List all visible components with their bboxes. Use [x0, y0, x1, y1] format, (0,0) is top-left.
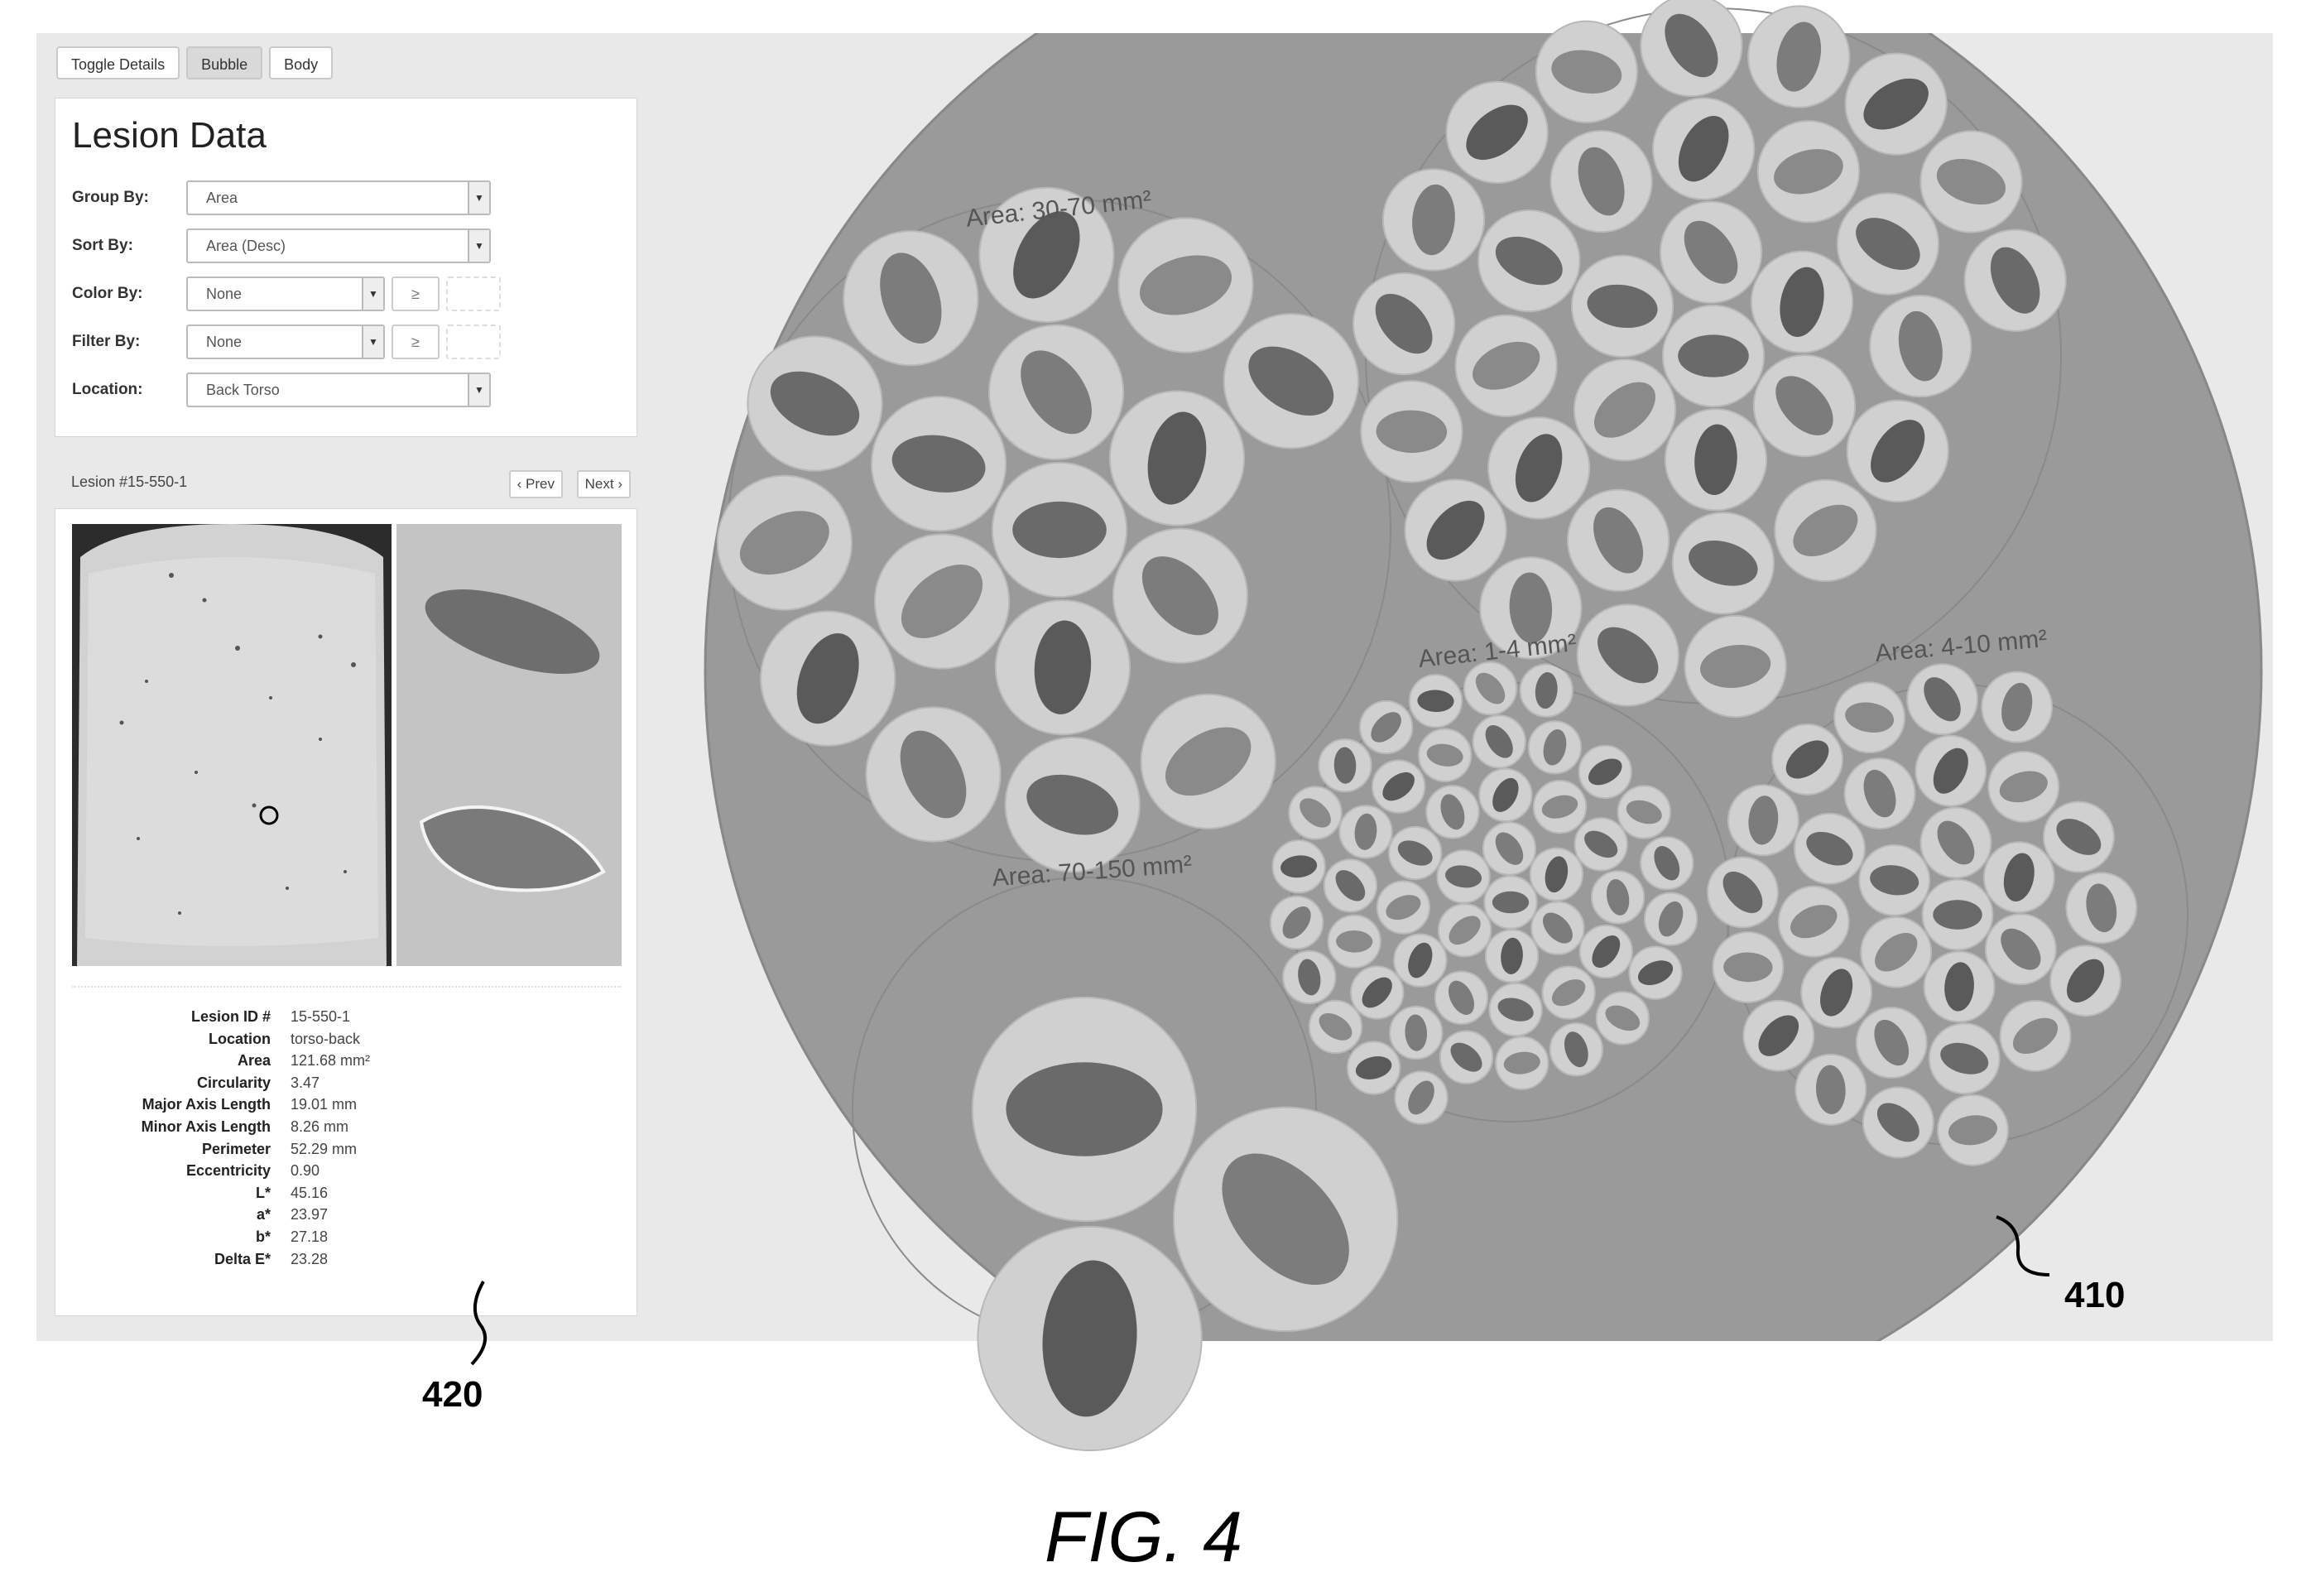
ref-410: 410 — [2064, 1275, 2125, 1316]
ref-420-leader — [472, 1281, 485, 1364]
figure-caption: FIG. 4 — [1045, 1497, 1242, 1579]
ref-420: 420 — [422, 1374, 483, 1416]
ref-410-leader — [1996, 1217, 2049, 1275]
